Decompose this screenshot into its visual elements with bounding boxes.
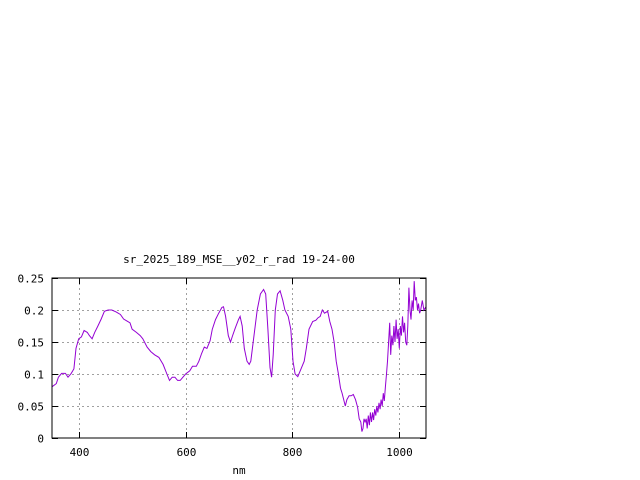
x-tick-label: 600 [177,446,197,459]
series-line [51,281,427,432]
y-tick-label: 0.1 [24,369,44,382]
tick-labels: 0 0.05 0.1 0.15 0.2 0.25 400 600 800 1000 [18,273,413,460]
y-tick-label: 0.05 [18,401,45,414]
plot-frame [51,277,427,439]
axis-ticks [52,278,426,439]
y-tick-label: 0.15 [18,337,45,350]
x-tick-label: 400 [70,446,90,459]
x-tick-label: 800 [283,446,303,459]
y-tick-label: 0.25 [18,273,45,286]
x-axis-label: nm [232,464,246,477]
x-tick-label: 1000 [386,446,413,459]
y-tick-label: 0 [37,433,44,446]
y-tick-label: 0.2 [24,305,44,318]
chart-title: sr_2025_189_MSE__y02_r_rad 19-24-00 [123,253,355,266]
